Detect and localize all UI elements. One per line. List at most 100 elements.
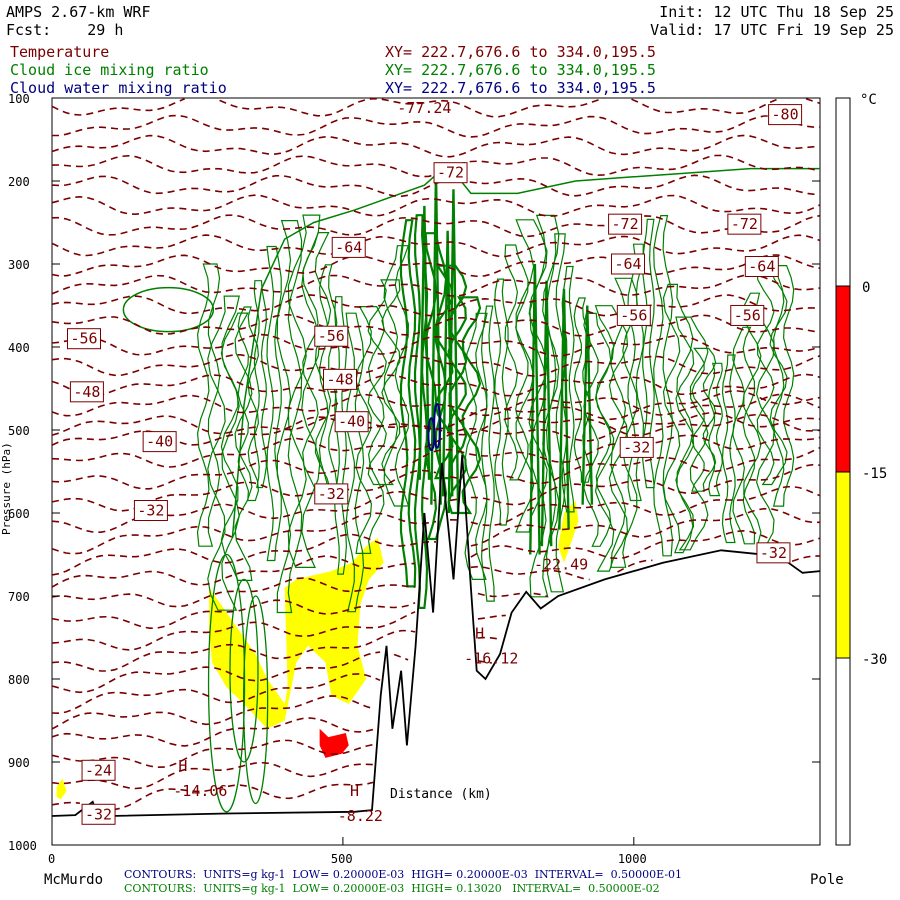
terrain-surface-line (51, 454, 821, 820)
cloud-ice-contour (229, 578, 259, 763)
temperature-label: -77.24 (397, 99, 451, 117)
temperature-label-box (142, 431, 177, 453)
temperature-label: -40 (146, 433, 173, 451)
temperature-isotherm (51, 507, 821, 576)
temperature-label: -32 (318, 485, 345, 503)
field-temperature-name: Temperature (10, 43, 110, 61)
field-water-xy: XY= 222.7,676.6 to 334.0,195.5 (385, 79, 656, 97)
init-time: Init: 12 UTC Thu 18 Sep 25 (659, 3, 894, 21)
y-tick-label: 500 (8, 424, 30, 438)
temperature-label-box (314, 483, 349, 505)
colorbar-white-top (835, 97, 851, 287)
temperature-isotherm (51, 194, 821, 217)
temperature-isotherm (51, 611, 506, 651)
temperature-label: -56 (620, 306, 647, 324)
temperature-label: -72 (731, 215, 758, 233)
temperature-label-box (331, 236, 366, 258)
shaded-region (558, 500, 579, 563)
ice-contour-info: CONTOURS: UNITS=g kg-1 LOW= 0.20000E-03 … (124, 882, 660, 895)
cloud-ice-contour (418, 205, 431, 480)
temperature-isotherm (51, 234, 821, 258)
temperature-isotherm (51, 463, 821, 533)
colorbar-yellow (835, 471, 851, 659)
temperature-isotherm (51, 434, 821, 490)
temperature-label-box (756, 542, 791, 564)
extremum-annotation: -8.22 (338, 807, 383, 825)
temperature-label-box (69, 381, 104, 403)
y-tick-label: 900 (8, 756, 30, 770)
colorbar-red (835, 285, 851, 473)
colorbar: °C 0 -15 -30 (835, 92, 887, 846)
temperature-label-box (81, 759, 116, 781)
colorbar-label-minus30: -30 (862, 652, 887, 668)
colorbar-label-minus15: -15 (862, 466, 887, 482)
temperature-label-box (727, 213, 762, 235)
cloud-ice-contour (253, 280, 267, 489)
temperature-label: -64 (335, 238, 362, 256)
temperature-label: -64 (748, 257, 775, 275)
temperature-label-box (744, 255, 779, 277)
temperature-label: -40 (338, 413, 365, 431)
cloud-ice-contour (237, 306, 260, 502)
temperature-isotherm (51, 353, 821, 377)
temperature-label-box (616, 304, 651, 326)
end-location-label: Pole (810, 872, 844, 888)
x-axis-label: Distance (km) (390, 787, 492, 802)
y-tick-label: 200 (8, 175, 30, 189)
field-temperature-xy: XY= 222.7,676.6 to 334.0,195.5 (385, 43, 656, 61)
temperature-isotherm (51, 555, 821, 608)
cloud-ice-contour (413, 214, 429, 609)
temperature-isotherm (51, 781, 374, 811)
cloud-ice-contour (558, 288, 570, 530)
temperature-label-box (768, 104, 803, 126)
valid-time: Valid: 17 UTC Fri 19 Sep 25 (650, 21, 894, 39)
cloud-ice-contour (561, 265, 575, 513)
temperature-label-box (433, 162, 468, 184)
y-tick-label: 1000 (8, 839, 37, 853)
temperature-isotherm (51, 629, 499, 672)
cloud-ice-contour (464, 312, 488, 580)
temperature-isotherm (51, 254, 821, 278)
temperature-isotherm (51, 97, 821, 118)
forecast-hour: Fcst: 29 h (6, 21, 124, 39)
temperature-label: -56 (70, 330, 97, 348)
temperature-label: -48 (73, 383, 100, 401)
colorbar-label-0: 0 (862, 280, 870, 296)
temperature-isotherm (51, 446, 821, 512)
temperature-isotherm (51, 373, 821, 397)
cloud-ice-contour (529, 263, 541, 555)
temperature-label: -32 (85, 805, 112, 823)
temperature-isotherm (51, 134, 821, 158)
cloud-ice-contour (266, 245, 282, 562)
temperature-isotherm (51, 739, 374, 769)
temperature-isotherm (51, 761, 374, 790)
temperature-isotherm (51, 214, 821, 238)
temperature-label: -32 (137, 502, 164, 520)
temperature-label: -32 (623, 438, 650, 456)
temperature-label: -72 (612, 215, 639, 233)
cloud-ice-contour (653, 215, 674, 557)
temperature-isotherm (51, 389, 821, 446)
temperature-isotherm (51, 314, 821, 337)
cloud-ice-contour (276, 220, 303, 614)
cloud-ice-contour (675, 316, 709, 551)
temperature-label: -56 (318, 327, 345, 345)
cloud-ice-contour (515, 219, 548, 533)
cloud-ice-contour (122, 286, 215, 333)
cloud-ice-contour (581, 305, 594, 505)
temperature-label-box (334, 411, 369, 433)
temperature-isotherm (51, 412, 821, 468)
x-tick-label: 1000 (618, 852, 647, 866)
extremum-annotation: -22.49 (534, 555, 588, 573)
y-tick-label: 800 (8, 673, 30, 687)
temperature-label: -48 (326, 370, 353, 388)
water-contour-info: CONTOURS: UNITS=g kg-1 LOW= 0.20000E-03 … (124, 868, 683, 881)
temperature-label: -80 (772, 106, 799, 124)
temperature-label-box (608, 213, 643, 235)
cloud-ice-contour (662, 283, 694, 554)
temperature-isotherm (51, 273, 821, 297)
temperature-isotherm (51, 413, 821, 437)
temperature-isotherm (51, 154, 821, 178)
cloud-ice-contour (772, 265, 795, 507)
